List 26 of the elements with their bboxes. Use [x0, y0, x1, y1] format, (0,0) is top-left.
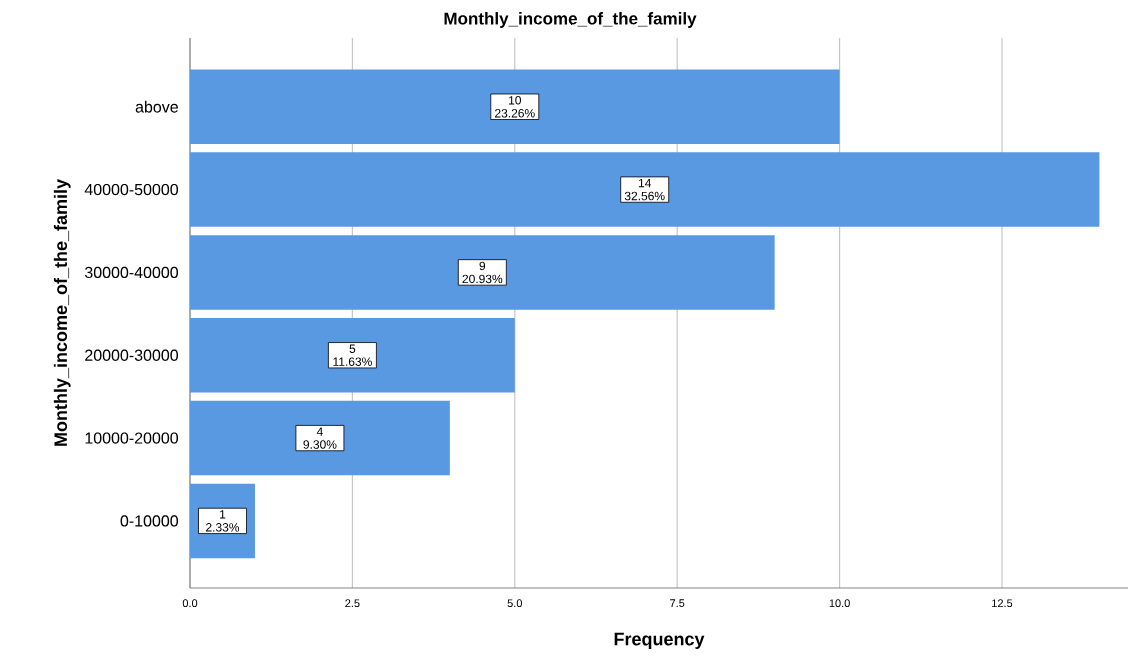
data-label: 9 20.93% [462, 261, 503, 284]
y-tick-label: above [135, 100, 178, 113]
y-tick-label: 30000-40000 [84, 266, 179, 279]
x-tick-label: 5.0 [507, 599, 522, 608]
bar [190, 317, 515, 393]
x-tick-label: 12.5 [992, 599, 1013, 608]
y-tick-label: 20000-30000 [85, 349, 179, 361]
x-tick-label: 10.0 [829, 599, 850, 608]
x-tick-label: 0.0 [182, 599, 198, 608]
bar [190, 400, 450, 476]
x-tick-label: 2.5 [345, 599, 360, 608]
data-label: 1 2.33% [206, 510, 240, 532]
data-label: 5 11.63% [333, 344, 372, 366]
data-label: 4 9.30% [303, 427, 337, 449]
bar [190, 152, 1100, 227]
x-axis-title: Frequency [614, 632, 705, 649]
data-label: 14 32.56% [624, 178, 665, 201]
bar [190, 69, 840, 145]
bar [190, 235, 775, 310]
data-label: 10 23.26% [495, 96, 535, 118]
chart-title: Monthly_income_of_the_family [444, 12, 697, 28]
y-axis-title: Monthly_income_of_the_family [53, 179, 71, 446]
y-tick-label: 0-10000 [120, 515, 179, 527]
y-tick-label: 10000-20000 [85, 432, 179, 444]
y-tick-label: 40000-50000 [84, 183, 179, 196]
x-tick-label: 7.5 [670, 599, 685, 607]
